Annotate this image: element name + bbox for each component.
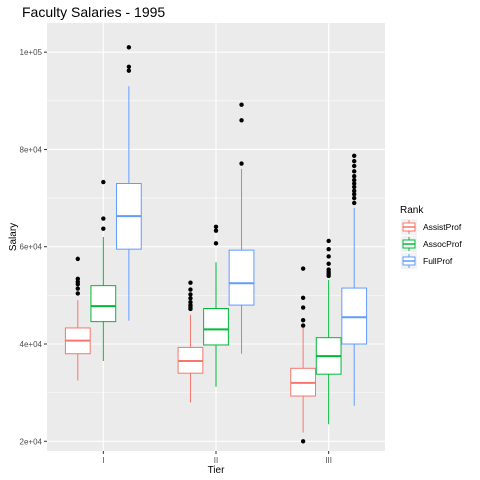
- outlier-point: [352, 181, 357, 186]
- outlier-point: [213, 241, 219, 246]
- box-fullprof-ii: [228, 102, 255, 354]
- outlier-point: [352, 200, 357, 206]
- outlier-point: [300, 295, 306, 300]
- y-tick-label: 1e+05: [20, 48, 43, 57]
- box-assistprof-iii: [290, 266, 317, 444]
- x-axis-title: Tier: [208, 465, 226, 476]
- outlier-point: [300, 305, 306, 310]
- x-tick-label: I: [102, 456, 104, 465]
- y-tick-label: 8e+04: [20, 145, 43, 154]
- box-assocprof-i: [90, 179, 117, 362]
- box-series: [64, 45, 368, 444]
- legend-label: FullProf: [423, 256, 453, 266]
- legend-item-fullprof: FullProf: [401, 253, 453, 269]
- legend-title: Rank: [400, 205, 424, 216]
- box-body: [341, 287, 368, 345]
- outlier-point: [213, 228, 219, 233]
- outlier-point: [300, 439, 306, 444]
- outlier-point: [213, 224, 219, 229]
- outlier-point: [188, 292, 193, 297]
- box-fullprof-i: [115, 45, 142, 321]
- box-body: [90, 285, 117, 323]
- legend-item-assocprof: AssocProf: [401, 236, 462, 252]
- outlier-point: [239, 161, 244, 166]
- y-tick-label: 2e+04: [20, 437, 43, 446]
- outlier-point: [352, 184, 357, 190]
- outlier-point: [239, 118, 244, 123]
- box-assocprof-iii: [315, 238, 342, 425]
- x-axis: I II III: [102, 451, 332, 465]
- outlier-point: [101, 179, 106, 185]
- outlier-point: [188, 287, 193, 292]
- box-assocprof-ii: [203, 224, 229, 387]
- outlier-point: [352, 195, 357, 201]
- outlier-point: [126, 68, 132, 73]
- outlier-point: [326, 246, 331, 252]
- outlier-point: [352, 153, 357, 158]
- outlier-point: [352, 188, 357, 193]
- outlier-point: [326, 238, 331, 244]
- x-tick-label: II: [214, 456, 218, 465]
- outlier-point: [101, 226, 106, 231]
- outlier-point: [188, 299, 193, 305]
- box-fullprof-iii: [341, 153, 368, 406]
- y-axis: 2e+04 4e+04 6e+04 8e+04 1e+05: [20, 48, 47, 446]
- outlier-point: [126, 45, 132, 50]
- y-tick-label: 4e+04: [20, 340, 43, 349]
- outlier-point: [300, 266, 306, 271]
- outlier-point: [239, 102, 244, 107]
- outlier-point: [188, 296, 193, 301]
- chart-title: Faculty Salaries - 1995: [22, 4, 165, 20]
- outlier-point: [352, 163, 357, 169]
- outlier-point: [75, 291, 80, 296]
- y-axis-title: Salary: [8, 223, 19, 251]
- outlier-point: [126, 64, 132, 69]
- legend-label: AssocProf: [423, 239, 462, 249]
- outlier-point: [326, 254, 331, 259]
- outlier-point: [326, 267, 331, 272]
- legend-items: AssistProf AssocProf FullProf: [401, 219, 462, 269]
- outlier-point: [326, 261, 331, 266]
- outlier-point: [352, 174, 357, 179]
- box-assistprof-ii: [177, 280, 204, 403]
- outlier-point: [75, 286, 80, 291]
- box-body: [203, 307, 229, 346]
- outlier-point: [101, 216, 106, 221]
- outlier-point: [352, 158, 357, 164]
- box-body: [228, 249, 255, 306]
- outlier-point: [352, 169, 357, 174]
- outlier-point: [352, 192, 357, 197]
- outlier-point: [300, 323, 306, 328]
- outlier-point: [352, 177, 357, 183]
- outlier-point: [75, 256, 80, 262]
- box-assistprof-i: [64, 256, 91, 381]
- legend: Rank AssistProf AssocProf FullProf: [400, 205, 462, 269]
- y-tick-label: 6e+04: [20, 243, 43, 252]
- outlier-point: [188, 280, 193, 285]
- outlier-point: [300, 317, 306, 323]
- legend-item-assistprof: AssistProf: [401, 219, 462, 235]
- legend-label: AssistProf: [423, 222, 462, 232]
- outlier-point: [75, 276, 80, 282]
- x-tick-label: III: [325, 456, 332, 465]
